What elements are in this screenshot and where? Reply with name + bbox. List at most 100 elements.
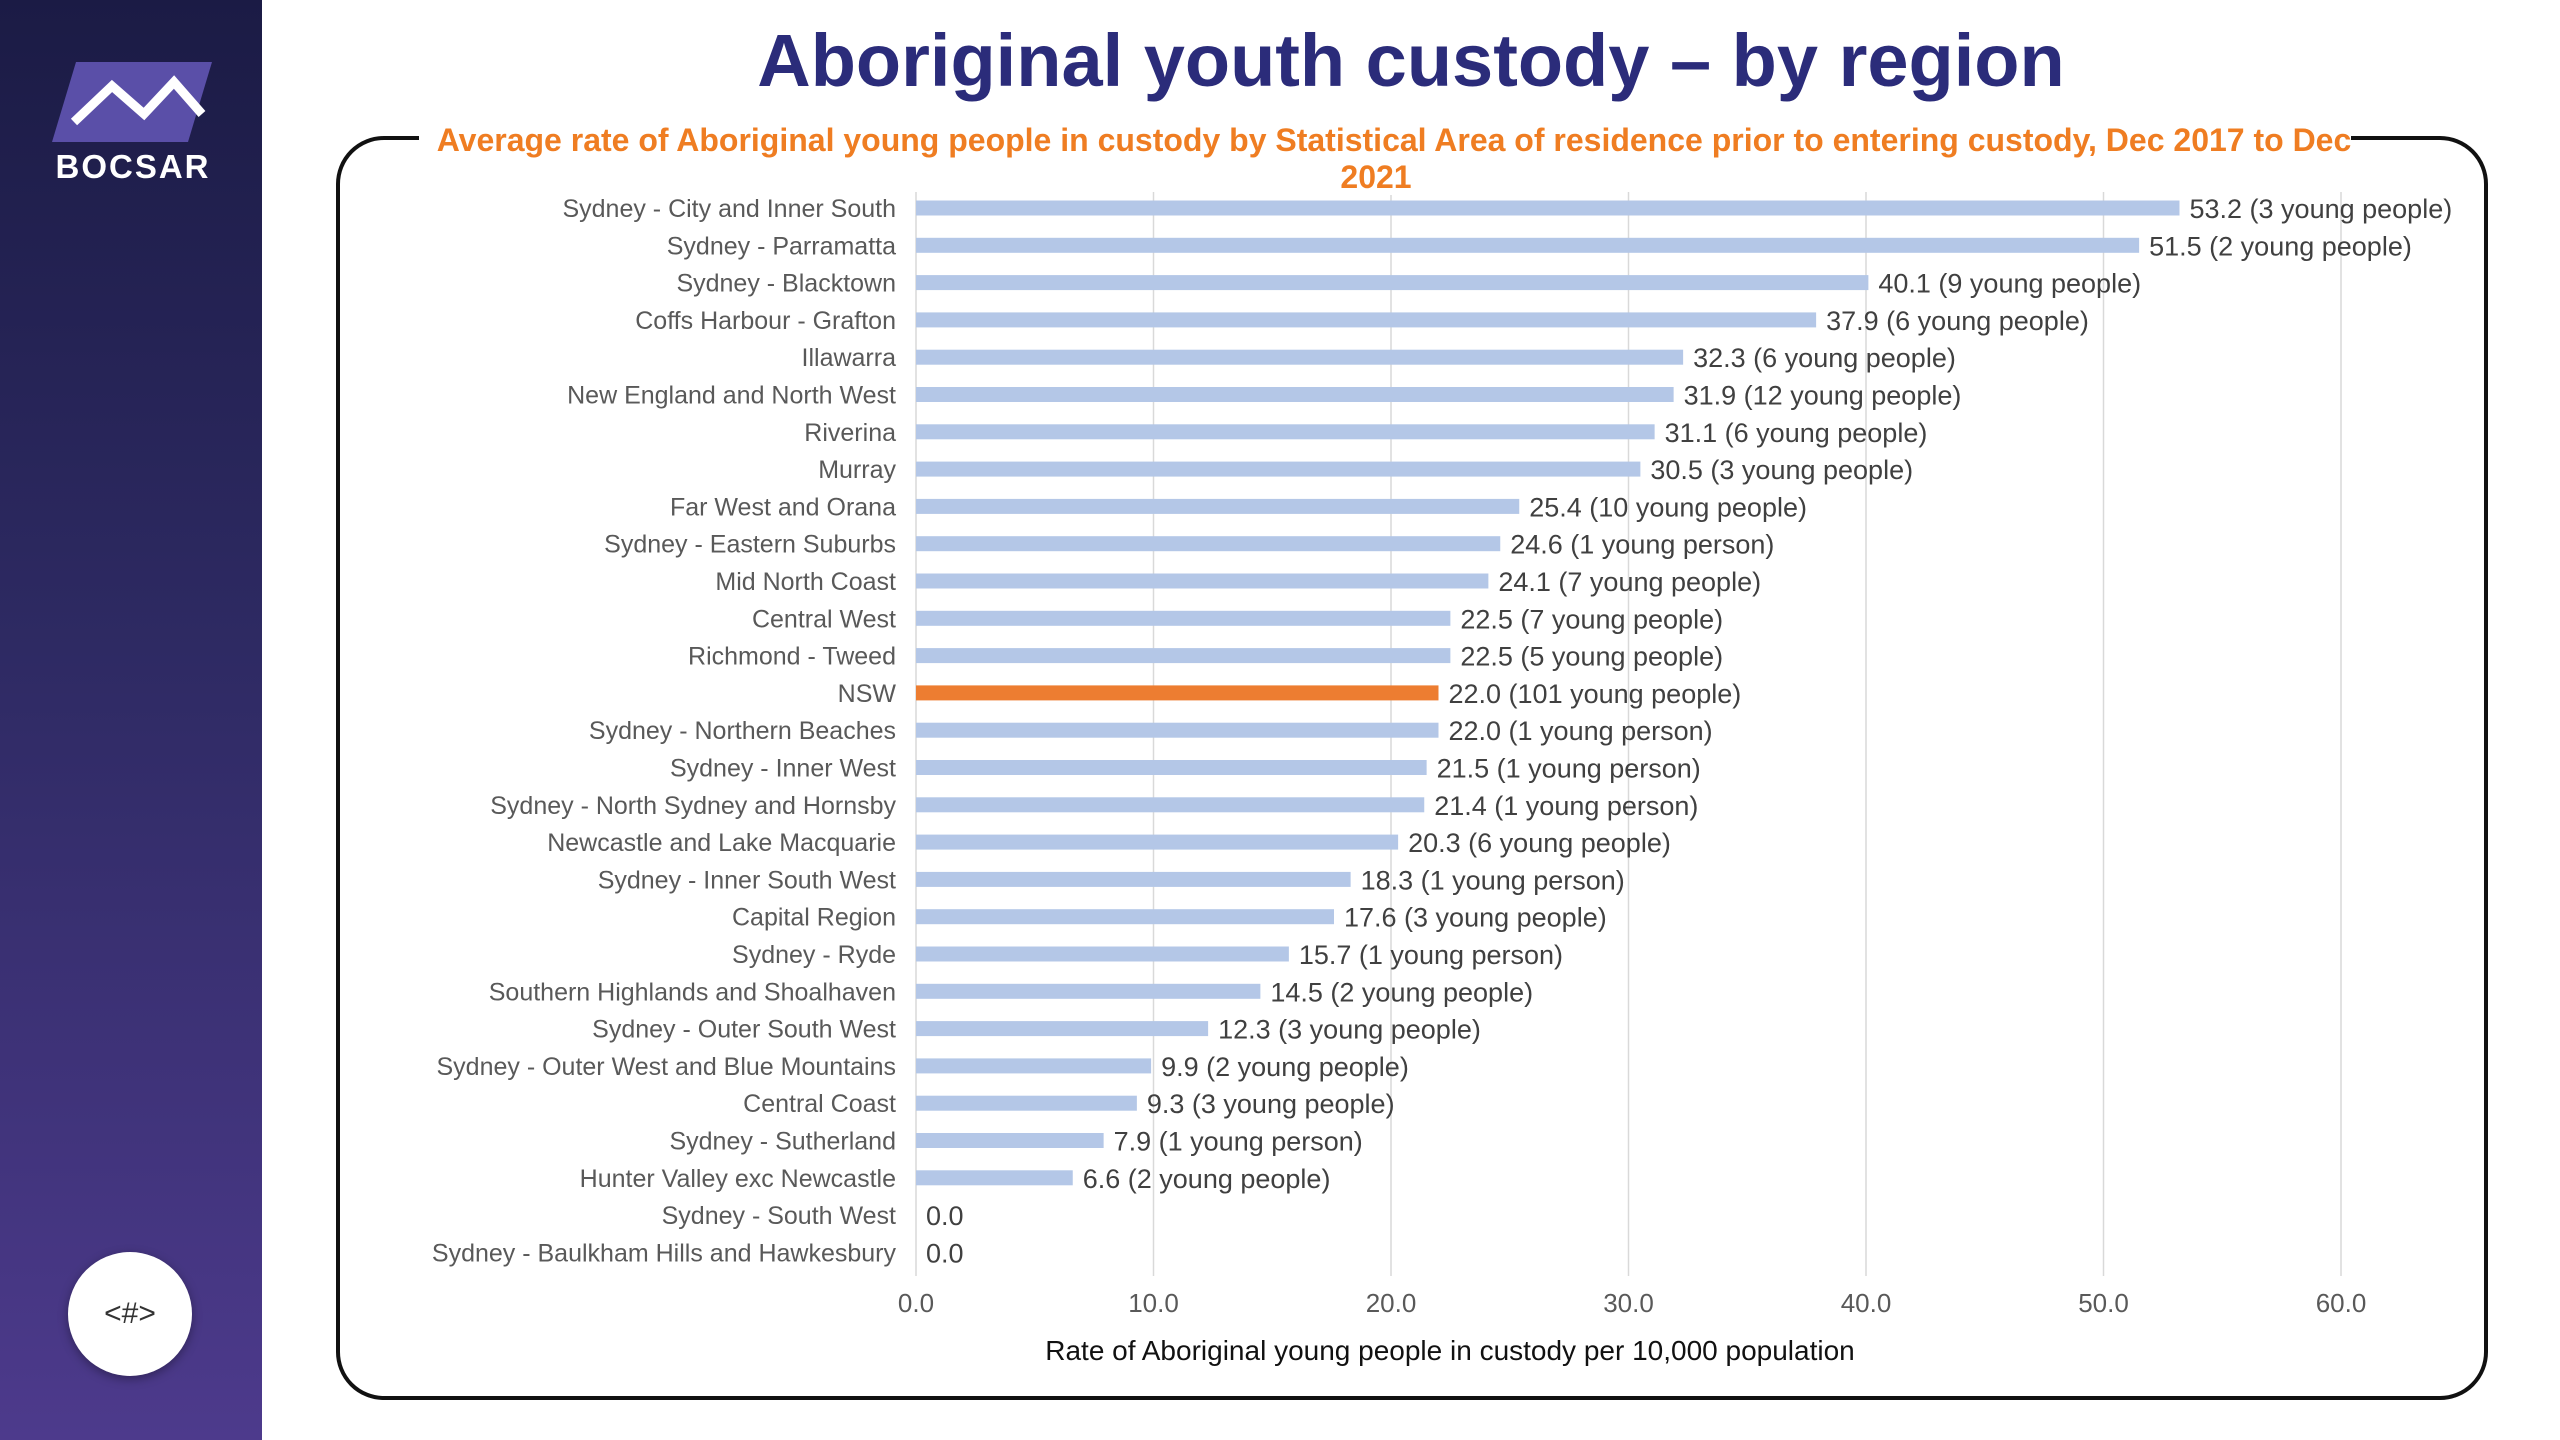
chart-subtitle-text: Average rate of Aboriginal young people …	[418, 122, 2352, 195]
category-label: Sydney - Outer South West	[592, 1016, 896, 1044]
data-label: 21.4 (1 young person)	[1434, 791, 1698, 821]
category-label: Hunter Valley exc Newcastle	[580, 1165, 896, 1193]
bar	[916, 797, 1425, 813]
category-label: Sydney - Ryde	[732, 941, 896, 969]
x-tick-label: 0.0	[898, 1288, 934, 1318]
data-label: 51.5 (2 young people)	[2149, 231, 2412, 261]
bar	[916, 237, 2140, 253]
category-label: Newcastle and Lake Macquarie	[547, 829, 896, 857]
bar	[916, 1095, 1137, 1111]
data-label: 22.5 (5 young people)	[1460, 642, 1723, 672]
data-label: 53.2 (3 young people)	[2190, 194, 2453, 224]
data-label: 0.0	[926, 1238, 964, 1268]
data-label: 17.6 (3 young people)	[1344, 903, 1607, 933]
highlight-bar	[916, 685, 1439, 701]
category-label: Central Coast	[743, 1090, 896, 1118]
bar	[916, 275, 1869, 291]
bar	[916, 200, 2180, 216]
data-label: 25.4 (10 young people)	[1529, 492, 1807, 522]
category-label: Sydney - Eastern Suburbs	[604, 531, 896, 559]
data-label: 6.6 (2 young people)	[1083, 1164, 1331, 1194]
x-tick-label: 20.0	[1366, 1288, 1417, 1318]
data-label: 22.0 (101 young people)	[1449, 679, 1742, 709]
bar	[916, 1058, 1152, 1074]
data-label: 18.3 (1 young person)	[1361, 865, 1625, 895]
bar	[916, 648, 1451, 664]
bar	[916, 312, 1817, 328]
data-label: 22.0 (1 young person)	[1449, 716, 1713, 746]
bar	[916, 536, 1501, 552]
x-tick-label: 10.0	[1128, 1288, 1179, 1318]
category-label: Riverina	[804, 419, 896, 447]
category-label: NSW	[838, 680, 897, 708]
category-label: Richmond - Tweed	[688, 643, 896, 671]
bar	[916, 909, 1334, 925]
category-label: Capital Region	[732, 904, 896, 932]
category-label: Sydney - Sutherland	[669, 1128, 896, 1156]
x-tick-label: 60.0	[2316, 1288, 2367, 1318]
bar	[916, 498, 1520, 514]
bocsar-logo: BOCSAR	[48, 62, 218, 212]
bar	[916, 349, 1684, 365]
category-label: New England and North West	[567, 382, 896, 410]
category-label: Sydney - Blacktown	[676, 270, 896, 298]
category-label: Sydney - Baulkham Hills and Hawkesbury	[432, 1239, 897, 1267]
bar	[916, 946, 1289, 962]
data-label: 22.5 (7 young people)	[1460, 604, 1723, 634]
slide-title: Aboriginal youth custody – by region	[757, 19, 2065, 102]
data-label: 31.1 (6 young people)	[1665, 418, 1928, 448]
bar	[916, 387, 1674, 402]
data-label: 14.5 (2 young people)	[1270, 977, 1533, 1007]
data-label: 31.9 (12 young people)	[1684, 381, 1962, 411]
data-label: 30.5 (3 young people)	[1650, 455, 1913, 485]
category-label: Sydney - South West	[662, 1202, 896, 1230]
bar	[916, 1170, 1073, 1186]
data-label: 24.6 (1 young person)	[1510, 530, 1774, 560]
x-tick-label: 30.0	[1603, 1288, 1654, 1318]
category-label: Sydney - City and Inner South	[562, 195, 896, 223]
bar	[916, 1021, 1209, 1037]
sidebar: BOCSAR <#>	[0, 0, 262, 1440]
category-label: Southern Highlands and Shoalhaven	[489, 978, 896, 1006]
category-label: Sydney - North Sydney and Hornsby	[490, 792, 896, 820]
category-label: Sydney - Parramatta	[667, 232, 896, 260]
bar	[916, 461, 1641, 477]
bar	[916, 834, 1399, 850]
category-label: Murray	[818, 456, 896, 484]
data-label: 40.1 (9 young people)	[1878, 269, 2141, 299]
x-axis-title: Rate of Aboriginal young people in custo…	[1045, 1335, 1854, 1366]
category-label: Sydney - Northern Beaches	[589, 717, 896, 745]
category-label: Sydney - Outer West and Blue Mountains	[437, 1053, 897, 1081]
data-label: 9.3 (3 young people)	[1147, 1089, 1395, 1119]
bar	[916, 1133, 1104, 1148]
data-label: 32.3 (6 young people)	[1693, 343, 1956, 373]
data-label: 21.5 (1 young person)	[1437, 754, 1701, 784]
category-label: Illawarra	[802, 344, 897, 372]
category-label: Mid North Coast	[715, 568, 896, 596]
category-label: Sydney - Inner West	[670, 755, 896, 783]
category-label: Central West	[752, 605, 896, 633]
x-tick-label: 40.0	[1841, 1288, 1892, 1318]
data-label: 24.1 (7 young people)	[1498, 567, 1761, 597]
data-label: 37.9 (6 young people)	[1826, 306, 2089, 336]
logo-text: BOCSAR	[55, 148, 211, 185]
x-tick-label: 50.0	[2078, 1288, 2129, 1318]
bar	[916, 610, 1451, 626]
page-number-button[interactable]: <#>	[68, 1252, 192, 1376]
bocsar-chart-logo-icon	[52, 62, 212, 142]
data-label: 12.3 (3 young people)	[1218, 1015, 1481, 1045]
bar	[916, 424, 1655, 440]
bar	[916, 760, 1427, 775]
category-label: Far West and Orana	[670, 493, 896, 521]
chart-subtitle: Average rate of Aboriginal young people …	[400, 122, 2370, 196]
data-label: 15.7 (1 young person)	[1299, 940, 1563, 970]
data-label: 9.9 (2 young people)	[1161, 1052, 1409, 1082]
category-label: Sydney - Inner South West	[598, 866, 896, 894]
data-label: 7.9 (1 young person)	[1114, 1127, 1363, 1157]
data-label: 0.0	[926, 1201, 964, 1231]
bar	[916, 871, 1351, 887]
category-label: Coffs Harbour - Grafton	[635, 307, 896, 335]
bar	[916, 722, 1439, 738]
bar	[916, 573, 1489, 589]
